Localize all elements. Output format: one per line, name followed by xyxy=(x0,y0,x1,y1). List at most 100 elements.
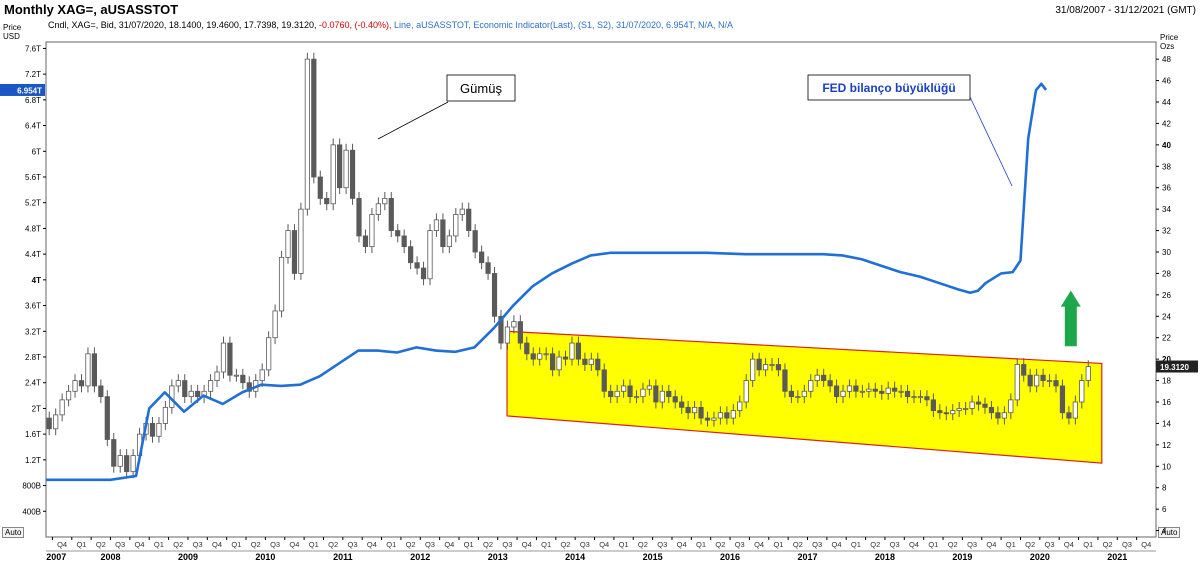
candle-body xyxy=(911,396,917,399)
right-auto-button[interactable]: Auto xyxy=(1158,527,1181,538)
candle xyxy=(614,384,620,404)
right-tick-label: 32 xyxy=(1162,227,1171,236)
candle xyxy=(298,202,304,280)
chart-title: Monthly XAG=, aUSASSTOT xyxy=(4,2,179,17)
quarter-label: Q2 xyxy=(96,540,106,549)
quarter-label: Q1 xyxy=(154,540,164,549)
candle xyxy=(633,390,640,404)
left-auto-button[interactable]: Auto xyxy=(2,527,25,538)
quarter-label: Q3 xyxy=(348,540,358,549)
right-tick-label: 28 xyxy=(1162,269,1171,278)
candle-body xyxy=(472,230,478,253)
candle-body xyxy=(808,380,814,392)
candle-body xyxy=(633,396,640,399)
candle xyxy=(750,352,756,387)
candle xyxy=(65,384,72,407)
candle xyxy=(130,449,136,479)
quarter-label: Q2 xyxy=(251,540,261,549)
left-tick-label: 2.8T xyxy=(25,353,41,362)
candle xyxy=(904,384,911,404)
candle xyxy=(975,395,982,411)
candle xyxy=(769,358,775,371)
quarter-label: Q3 xyxy=(193,540,203,549)
quarter-label: Q2 xyxy=(1103,540,1113,549)
year-label: 2019 xyxy=(952,552,972,562)
candle xyxy=(691,400,698,420)
quarter-label: Q3 xyxy=(115,540,125,549)
candle-body xyxy=(1085,366,1091,381)
candle-body xyxy=(833,385,840,398)
candle xyxy=(743,374,749,409)
candle-body xyxy=(124,455,130,473)
candle xyxy=(917,390,924,404)
candle-body xyxy=(111,439,117,467)
candle xyxy=(988,400,995,420)
candle-body xyxy=(195,390,201,398)
fed-annotation: FED bilanço büyüklüğü xyxy=(807,74,1013,187)
left-tick-label: 7.6T xyxy=(25,44,41,53)
candle xyxy=(808,374,814,398)
quarter-label: Q3 xyxy=(735,540,745,549)
candle-body xyxy=(72,380,78,392)
candle-body xyxy=(369,214,375,248)
candle-body xyxy=(375,203,381,215)
candle xyxy=(278,250,285,318)
right-tick-label: 10 xyxy=(1162,462,1171,471)
candle-body xyxy=(59,399,65,416)
right-tick-label: 42 xyxy=(1162,119,1171,128)
right-tick-label: 20 xyxy=(1162,355,1171,364)
right-unit-line2: Ozs xyxy=(1160,42,1175,51)
candle xyxy=(511,315,517,334)
quarter-label: Q1 xyxy=(928,540,938,549)
candle-body xyxy=(149,423,156,437)
candle-body xyxy=(575,342,582,360)
candle xyxy=(537,347,543,366)
candle xyxy=(324,192,330,211)
candle-body xyxy=(259,369,265,381)
quarter-label: Q3 xyxy=(580,540,590,549)
up-arrow-icon xyxy=(1060,290,1081,347)
candle-body xyxy=(775,364,782,371)
right-tick-label: 36 xyxy=(1162,184,1171,193)
candle-body xyxy=(988,406,995,414)
candle-body xyxy=(466,208,472,231)
silver-pointer xyxy=(377,101,449,140)
candle xyxy=(227,336,233,382)
candle xyxy=(1053,374,1059,393)
candle-body xyxy=(698,406,704,419)
candle-body xyxy=(304,58,310,210)
candle xyxy=(420,261,427,286)
candle-body xyxy=(1027,374,1033,387)
year-label: 2010 xyxy=(255,552,275,562)
quarter-label: Q4 xyxy=(1064,540,1074,549)
candle xyxy=(775,358,782,377)
right-tick-label: 14 xyxy=(1162,419,1171,428)
candle-body xyxy=(388,198,394,231)
candle-body xyxy=(272,310,278,339)
candle xyxy=(362,229,369,254)
candle xyxy=(608,384,614,404)
candle xyxy=(453,208,459,243)
candle xyxy=(943,406,949,421)
year-label: 2020 xyxy=(1030,552,1050,562)
candle-body xyxy=(46,417,52,430)
candle-body xyxy=(408,246,414,264)
candle xyxy=(330,138,336,211)
candle-body xyxy=(130,455,136,473)
candle xyxy=(595,352,601,377)
quarter-label: Q3 xyxy=(502,540,512,549)
silver-box xyxy=(446,74,516,102)
fed-pointer xyxy=(969,96,1013,187)
candle xyxy=(730,404,736,425)
candle xyxy=(240,368,246,390)
candle xyxy=(969,395,975,415)
quarter-label: Q1 xyxy=(696,540,706,549)
candle xyxy=(414,256,420,275)
candle xyxy=(840,384,846,404)
year-label: 2016 xyxy=(720,552,740,562)
right-tick-label: 12 xyxy=(1162,441,1171,450)
candle-body xyxy=(853,385,859,392)
candle-body xyxy=(233,374,239,377)
candle-body xyxy=(995,412,1001,419)
candle xyxy=(259,363,265,387)
